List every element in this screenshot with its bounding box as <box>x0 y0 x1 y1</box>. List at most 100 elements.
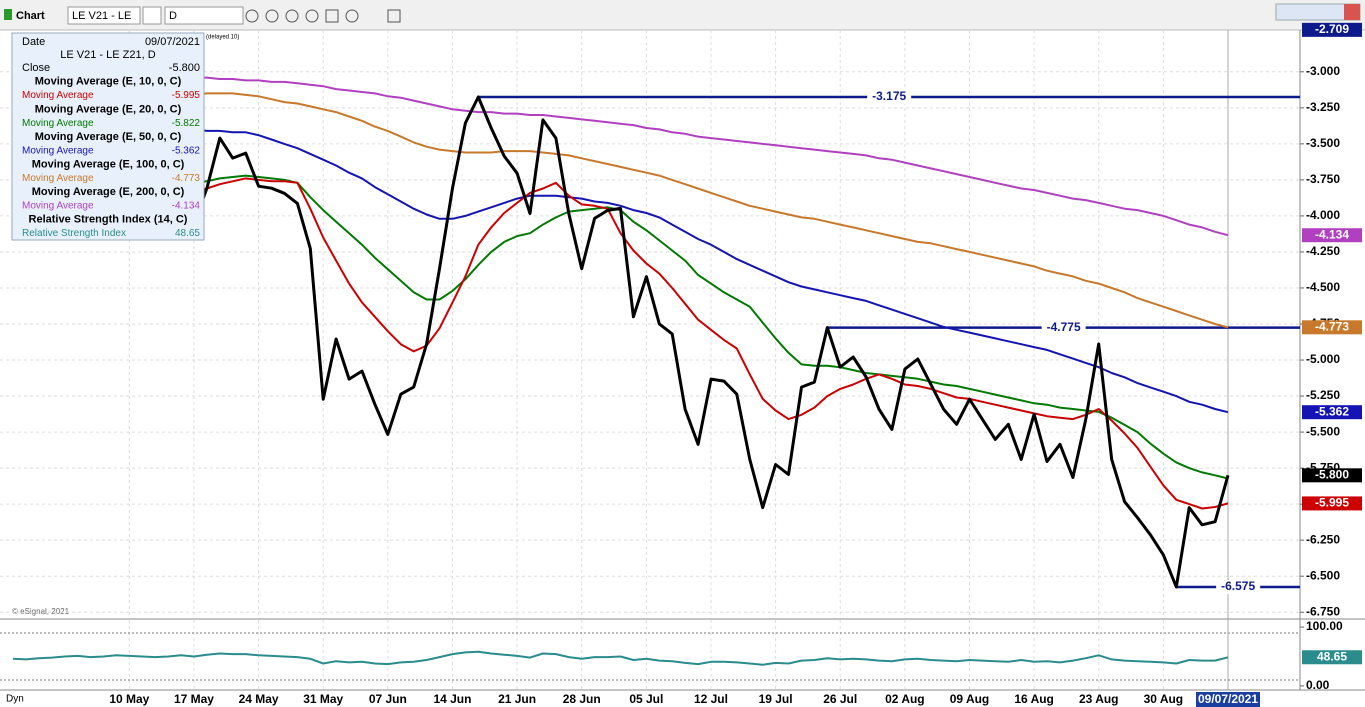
annotation-label-bg <box>1041 320 1086 335</box>
y-tick-label: -5.000 <box>1306 352 1340 366</box>
panel-series-name: Relative Strength Index <box>22 228 126 239</box>
symbol-box[interactable] <box>67 6 141 25</box>
panel-series-value: -4.773 <box>172 173 201 184</box>
x-tick-label: 26 Jul <box>823 692 857 706</box>
series-line <box>193 128 1229 414</box>
icon[interactable] <box>285 9 299 23</box>
x-tick-label: 05 Jul <box>629 692 663 706</box>
close-button[interactable] <box>1344 4 1360 20</box>
series-line <box>193 92 1229 329</box>
toolbar-icons <box>245 9 401 23</box>
annotation-label-bg <box>1216 580 1261 595</box>
interval[interactable]: D <box>169 10 177 22</box>
icon[interactable] <box>387 9 401 23</box>
x-tick-label: 14 Jun <box>433 692 471 706</box>
plot: 10 May 17 May 24 May 31 May 07 Jun 14 Jun 21 J… <box>0 22 1362 707</box>
chart-icon <box>4 9 12 20</box>
icon[interactable] <box>305 9 319 23</box>
panel-study: Moving Average (E, 10, 0, C) <box>35 76 182 88</box>
toolbar-title: Chart <box>16 10 45 22</box>
top-value-label: -2.709 <box>1315 22 1349 36</box>
panel-study: Moving Average (E, 200, 0, C) <box>32 186 185 198</box>
icon[interactable] <box>265 9 279 23</box>
x-tick-label: 09 Aug <box>950 692 990 706</box>
y-tick-label: -6.500 <box>1306 568 1340 582</box>
y-tick-label: -3.000 <box>1306 64 1340 78</box>
y-tick-label: 100.00 <box>1306 619 1343 633</box>
panel-series-value: -5.822 <box>172 118 201 129</box>
y-tick-label: -5.250 <box>1306 388 1340 402</box>
panel-series-name: Moving Average <box>22 145 94 156</box>
y-tick-label: 0.00 <box>1306 678 1330 692</box>
icon[interactable] <box>245 9 259 23</box>
last-value-label: 48.65 <box>1317 649 1347 663</box>
y-tick-label: -3.750 <box>1306 172 1340 186</box>
x-tick-label: 19 Jul <box>759 692 793 706</box>
symbol-full: LE V21 - LE Z21, D <box>60 49 155 61</box>
x-tick-label: 10 May <box>109 692 149 706</box>
y-tick-label: -3.250 <box>1306 100 1340 114</box>
x-tick-label: 02 Aug <box>885 692 925 706</box>
panel-series-name: Moving Average <box>22 90 94 101</box>
panel-background <box>11 32 205 241</box>
last-value-label: -4.134 <box>1315 227 1349 241</box>
panel-series-value: -5.800 <box>169 62 200 74</box>
settings-button[interactable] <box>142 6 162 25</box>
watermark: © eSignal, 2021 <box>12 607 70 616</box>
series-line <box>194 76 1229 237</box>
top-value-box <box>1302 22 1362 37</box>
x-tick-label: 12 Jul <box>694 692 728 706</box>
date-label: Date <box>22 36 45 48</box>
y-tick-label: -4.250 <box>1306 244 1340 258</box>
y-tick-label: -4.500 <box>1306 280 1340 294</box>
panel-series-name: Moving Average <box>22 173 94 184</box>
annotation-label: -6.575 <box>1221 579 1255 593</box>
x-tick-label: 16 Aug <box>1014 692 1054 706</box>
annotation-label-bg <box>867 90 912 105</box>
x-tick-label: 31 May <box>303 692 343 706</box>
y-tick-label: -3.500 <box>1306 136 1340 150</box>
panel-series-value: -4.134 <box>172 201 201 212</box>
last-value-box <box>1302 320 1362 335</box>
panel-series-name: Moving Average <box>22 201 94 212</box>
y-tick-label: -4.000 <box>1306 208 1340 222</box>
info-panel: (delayed 10) Date 09/07/2021 LE V21 - LE… <box>11 32 239 241</box>
x-tick-label: 09/07/2021 <box>1198 692 1258 706</box>
delayed-note: (delayed 10) <box>206 35 239 41</box>
annotation-label: -4.775 <box>1047 320 1081 334</box>
annotation-label: -3.175 <box>872 89 906 103</box>
panel-series-value: 48.65 <box>175 228 200 239</box>
panel-study: Moving Average (E, 50, 0, C) <box>35 131 182 143</box>
panel-study: Moving Average (E, 20, 0, C) <box>35 103 182 115</box>
x-tick-label: 07 Jun <box>369 692 407 706</box>
last-value-label: -5.800 <box>1315 467 1349 481</box>
last-value-box <box>1302 496 1362 511</box>
y-tick-label: -6.250 <box>1306 532 1340 546</box>
panel-series-name: Moving Average <box>22 118 94 129</box>
y-tick-label: -5.500 <box>1306 424 1340 438</box>
last-value-label: -5.995 <box>1315 496 1349 510</box>
panel-series-value: -5.362 <box>172 145 201 156</box>
panel-study: Relative Strength Index (14, C) <box>29 214 188 226</box>
x-tick-label: 17 May <box>174 692 214 706</box>
last-value-box <box>1302 405 1362 420</box>
series-line <box>192 95 1230 589</box>
icon[interactable] <box>325 9 339 23</box>
last-value-label: -5.362 <box>1315 404 1349 418</box>
series-line <box>193 177 1229 510</box>
last-value-box <box>1302 228 1362 243</box>
x-tick-label: 21 Jun <box>498 692 536 706</box>
panel-series-value: -5.995 <box>172 90 201 101</box>
last-value-label: -4.773 <box>1315 319 1349 333</box>
last-value-box <box>1302 468 1362 483</box>
x-tick-label: 30 Aug <box>1144 692 1184 706</box>
symbol[interactable]: LE V21 - LE <box>72 10 131 22</box>
date: 09/07/2021 <box>145 36 200 48</box>
footer-label: Dyn <box>6 694 24 705</box>
x-tick-label: 23 Aug <box>1079 692 1119 706</box>
series-line <box>12 650 1229 666</box>
icon[interactable] <box>345 9 359 23</box>
interval-box[interactable] <box>164 6 244 25</box>
